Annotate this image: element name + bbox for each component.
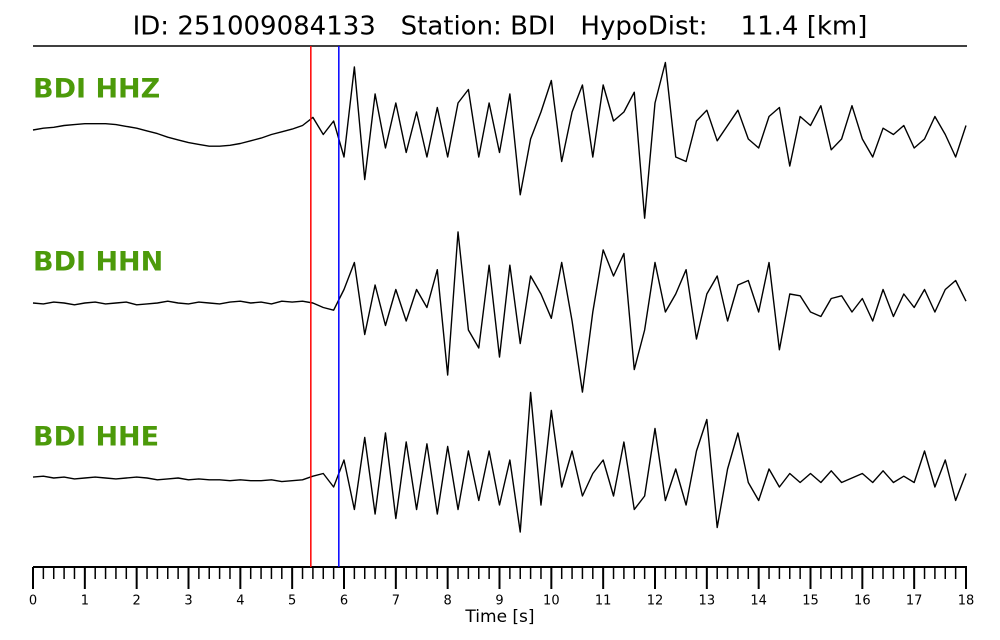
x-tick-label: 17: [906, 594, 923, 609]
x-tick-label: 1: [81, 594, 89, 609]
x-tick-label: 12: [647, 594, 664, 609]
x-tick-label: 6: [340, 594, 348, 609]
x-tick-label: 16: [854, 594, 871, 609]
x-tick-label: 10: [543, 594, 560, 609]
x-tick-label: 11: [595, 594, 612, 609]
x-tick-label: 2: [133, 594, 141, 609]
x-tick-label: 13: [699, 594, 716, 609]
x-tick-label: 18: [958, 594, 975, 609]
x-tick-label: 15: [802, 594, 819, 609]
x-axis-label: Time [s]: [464, 607, 534, 627]
x-tick-label: 9: [495, 594, 503, 609]
trace-name: BDI HHZ: [33, 74, 160, 105]
x-tick-label: 14: [750, 594, 767, 609]
x-tick-label: 0: [29, 594, 37, 609]
trace-name: BDI HHE: [33, 422, 159, 453]
figure-title: ID: 251009084133 Station: BDI HypoDist: …: [133, 12, 868, 42]
waveform: [32, 231, 967, 393]
x-tick-label: 4: [236, 594, 244, 609]
trace-name: BDI HHN: [33, 247, 163, 278]
x-tick-label: 5: [288, 594, 296, 609]
waveform: [32, 391, 967, 533]
waveform: [32, 61, 967, 219]
x-tick-label: 3: [184, 594, 192, 609]
x-tick-label: 7: [392, 594, 400, 609]
x-tick-label: 8: [444, 594, 452, 609]
